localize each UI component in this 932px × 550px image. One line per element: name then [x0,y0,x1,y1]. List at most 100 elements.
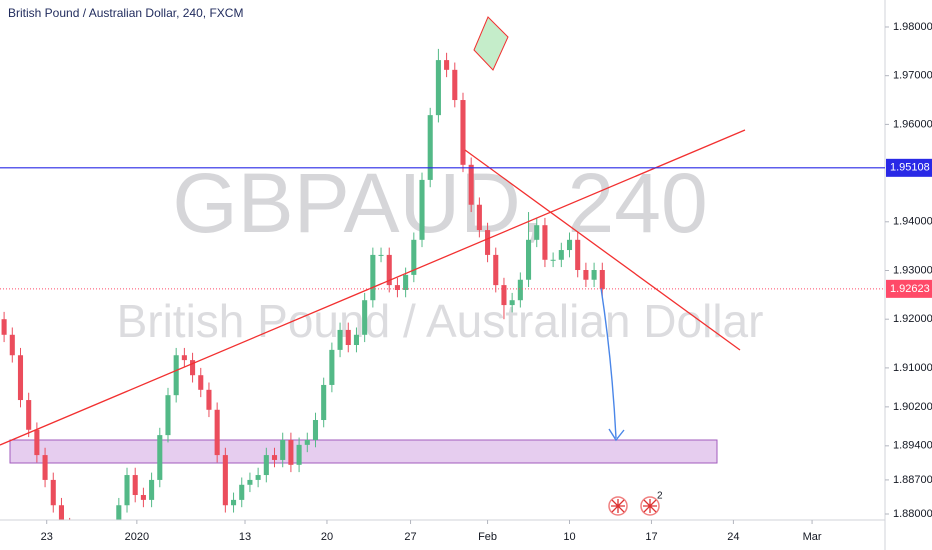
candle-body [222,455,228,506]
level-label-box [886,158,932,177]
candle-body [17,355,24,401]
candle-body [1,319,7,335]
level-label: 1.95108 [890,162,930,174]
candle-body [214,409,220,456]
watermark-subtitle: British Pound / Australian Dollar [117,295,764,347]
chart-title: British Pound / Australian Dollar, 240, … [8,6,243,20]
y-tick-label: 1.90200 [893,401,932,413]
x-tick-label: 10 [563,531,575,543]
last-price-label: 1.92623 [890,283,930,295]
candle-body [173,355,179,396]
x-tick-label: 23 [41,531,53,543]
candle-body [493,254,499,286]
candle-body [312,420,319,440]
flag-icon [611,499,625,513]
arrow-head [608,428,625,442]
candle-body [26,400,32,430]
candle-body [485,230,491,255]
candle-body [378,254,384,256]
candle-body [296,444,302,465]
candle-body [198,375,204,390]
candle-body [435,60,441,116]
candle-body [468,164,474,205]
candle-body [124,475,130,506]
candle-body [321,384,327,421]
candle-body [591,270,597,280]
candle-body [566,239,573,251]
x-tick-label: Feb [478,531,497,543]
candle-body [517,279,523,301]
trend-line [0,129,746,446]
watermark: GBPAUD, 240 [172,156,707,250]
candle-body [247,479,253,485]
x-tick-label: 13 [239,531,251,543]
candle-body [583,270,589,280]
candle-body [239,484,245,500]
trend-line [464,149,741,351]
candles [1,48,605,520]
candle-body [329,349,335,385]
candle-body [526,239,532,280]
candle-body [353,334,359,346]
candle-body [534,225,540,240]
candle-body [403,274,409,290]
candle-body [427,115,433,180]
y-tick-label: 1.94000 [893,216,932,228]
overlay [0,16,746,446]
y-tick-label: 1.97000 [893,70,932,82]
candle-body [132,475,138,496]
candle-body [575,239,581,271]
candle-body [386,254,392,286]
candle-body [42,455,48,480]
candle-body [460,100,466,165]
demand-zone [9,439,718,464]
x-tick-label: Mar [803,531,822,543]
last-price-box [886,279,932,298]
candle-body [263,455,269,476]
candle-body [181,355,187,361]
candle-body [550,259,556,261]
candle-body [476,204,482,231]
x-tick-label: 17 [645,531,657,543]
event-icon[interactable] [608,496,628,516]
x-tick-label: 2020 [125,531,149,543]
candle-body [304,439,310,445]
candle-body [50,479,56,506]
peak-marker [473,16,509,71]
candle-body [362,300,368,335]
y-tick-label: 1.88000 [893,508,932,520]
x-tick-label: 20 [321,531,333,543]
candle-body [558,250,564,260]
candle-body [337,329,343,350]
y-tick-label: 1.91000 [893,362,932,374]
candle-body [370,254,376,301]
candle-body [190,360,196,376]
candle-body [394,285,400,290]
candle-body [255,475,261,480]
y-tick-label: 1.89400 [893,440,932,452]
x-tick-label: 27 [404,531,416,543]
arrow [600,287,617,439]
candle-body [542,225,548,260]
candle-body [509,300,515,306]
candle-body [599,270,605,290]
candle-body [280,439,286,460]
candle-body [116,505,122,520]
event-icon[interactable] [640,496,660,516]
candle-body [231,499,237,506]
candle-body [34,429,40,456]
candle-body [288,439,294,465]
flag-icon [643,499,657,513]
candle-body [149,479,155,500]
candle-body [206,389,212,410]
y-tick-label: 1.96000 [893,118,932,130]
candle-body [165,395,171,436]
candle-body [140,495,146,500]
drawings [9,439,718,464]
candle-body [157,435,163,480]
candle-body [419,179,425,240]
candle-body [452,69,458,101]
x-tick-label: 24 [727,531,739,543]
y-tick-label: 1.88700 [893,474,932,486]
